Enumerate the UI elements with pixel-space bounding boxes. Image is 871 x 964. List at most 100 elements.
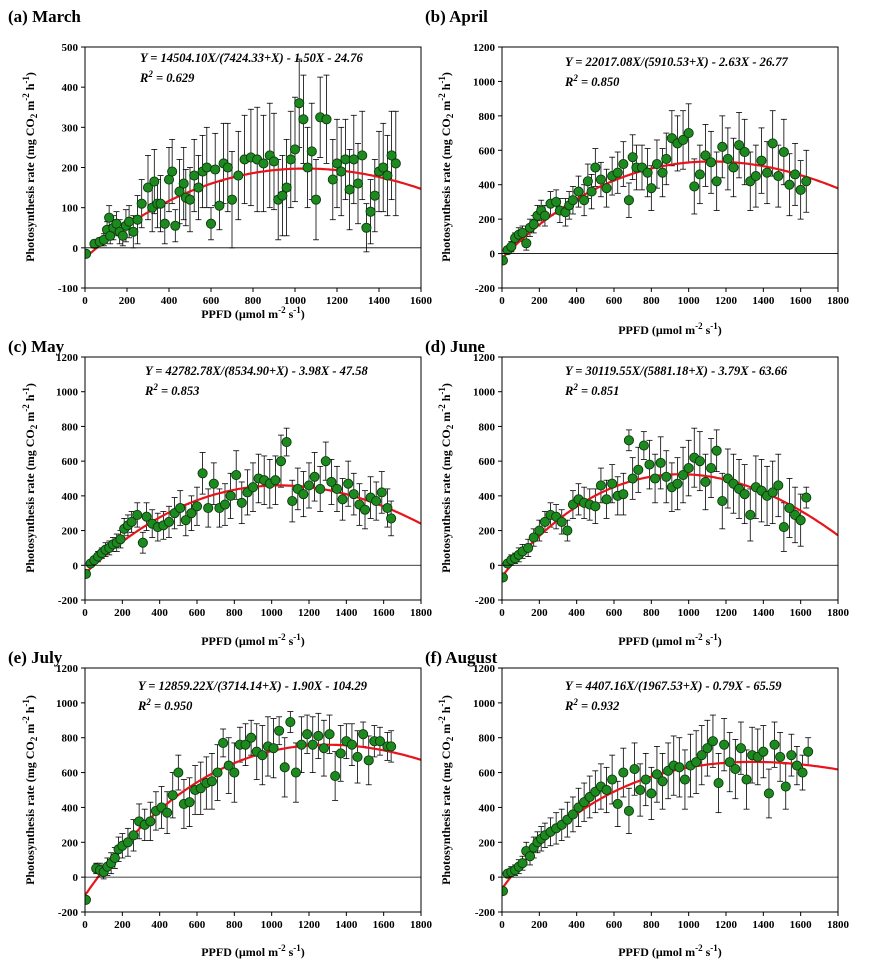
data-point xyxy=(801,176,812,187)
data-point xyxy=(683,463,694,474)
y-axis-label: Photosynthesis rate (mg CO2 m-2 h-1) xyxy=(437,695,455,885)
data-point xyxy=(376,487,387,498)
y-tick-label: 1000 xyxy=(473,698,496,710)
x-tick-label: 0 xyxy=(82,607,88,619)
data-point xyxy=(178,178,189,189)
panel-title: (a) March xyxy=(8,7,81,26)
data-point xyxy=(646,788,657,799)
data-point xyxy=(502,572,508,583)
data-point xyxy=(595,174,606,185)
data-point xyxy=(132,509,143,521)
panel-d: (d) June Y = 30119.55X/(5881.18+X) - 3.7… xyxy=(425,337,850,648)
y-tick-label: 600 xyxy=(62,456,79,468)
y-tick-label: 400 xyxy=(479,802,496,814)
data-point xyxy=(683,128,694,139)
data-point xyxy=(773,171,784,182)
data-point xyxy=(348,154,359,165)
axis-ticks: 0 200 400 600 800 1000 1200 1400 1600 1800-200020… xyxy=(473,42,850,307)
data-point xyxy=(149,176,160,187)
data-point xyxy=(521,238,532,249)
data-point xyxy=(784,502,795,514)
data-point xyxy=(762,167,773,178)
y-tick-label: 800 xyxy=(479,111,496,123)
x-tick-label: 1000 xyxy=(284,295,307,307)
data-point xyxy=(340,154,351,165)
data-point xyxy=(775,751,786,762)
x-tick-label: 1800 xyxy=(410,607,433,619)
data-point xyxy=(167,166,178,177)
data-point xyxy=(691,757,702,768)
data-point xyxy=(365,206,376,217)
data-point xyxy=(623,435,634,446)
y-tick-label: 800 xyxy=(479,733,496,745)
panel-title: (b) April xyxy=(425,7,488,26)
y-tick-label: 1200 xyxy=(473,42,496,54)
data-point xyxy=(551,196,562,207)
data-point xyxy=(126,516,137,527)
data-point xyxy=(767,487,778,498)
data-point xyxy=(203,502,214,514)
data-point xyxy=(285,154,296,165)
data-point xyxy=(285,716,296,728)
axis-ticks: 0 200 400 600 800 1000 1200 1400 1600-1000100200… xyxy=(58,42,433,307)
data-point xyxy=(331,158,343,169)
y-tick-label: 1000 xyxy=(473,387,496,399)
data-point xyxy=(763,788,774,799)
data-point xyxy=(162,807,173,818)
data-point xyxy=(142,182,154,193)
axis-ticks: 0 200 400 600 800 1000 1200 1400 1600 1800-200020… xyxy=(56,663,433,931)
data-point xyxy=(85,248,92,259)
data-point xyxy=(517,858,528,869)
data-point xyxy=(85,568,91,580)
y-tick-label: 800 xyxy=(62,733,79,745)
data-point xyxy=(226,194,238,205)
panel-b: (b) April Y = 22017.08X/(5910.53+X) - 2.… xyxy=(425,7,850,337)
data-point xyxy=(590,501,601,512)
x-tick-label: 600 xyxy=(606,295,623,307)
data-point xyxy=(767,138,778,149)
data-point xyxy=(346,739,357,750)
data-point xyxy=(651,159,662,170)
x-tick-label: 800 xyxy=(643,607,660,619)
axis-ticks: 0 200 400 600 800 1000 1200 1400 1600 1800-200020… xyxy=(473,663,850,931)
x-tick-label: 600 xyxy=(189,919,206,931)
data-point xyxy=(294,98,305,109)
data-point xyxy=(780,781,791,792)
fit-equation: Y = 12859.22X/(3714.14+X) - 1.90X - 104.… xyxy=(138,679,368,693)
y-tick-label: 200 xyxy=(479,837,496,849)
x-tick-label: 1600 xyxy=(373,919,396,931)
data-point xyxy=(390,158,401,169)
data-point xyxy=(791,760,802,771)
data-point xyxy=(109,852,120,864)
x-tick-label: 600 xyxy=(189,607,206,619)
data-point xyxy=(528,532,539,543)
data-point xyxy=(707,736,718,747)
data-point xyxy=(313,730,324,742)
data-point xyxy=(524,851,536,862)
data-point xyxy=(167,790,178,801)
data-point xyxy=(337,494,348,505)
data-point xyxy=(635,784,646,796)
x-tick-label: 800 xyxy=(643,919,660,931)
r-squared: R2 = 0.629 xyxy=(139,69,195,85)
data-point xyxy=(326,476,337,488)
data-point xyxy=(502,886,508,897)
x-tick-label: 200 xyxy=(531,295,548,307)
data-point xyxy=(236,497,247,508)
data-point xyxy=(302,162,313,173)
data-point xyxy=(159,218,170,229)
y-tick-label: 0 xyxy=(490,872,496,884)
data-points xyxy=(502,128,812,266)
data-point xyxy=(369,190,380,201)
y-tick-label: -200 xyxy=(58,595,79,607)
data-point xyxy=(386,741,397,752)
x-tick-label: 800 xyxy=(226,607,243,619)
x-tick-label: 1800 xyxy=(827,607,850,619)
y-tick-label: -200 xyxy=(475,595,496,607)
data-point xyxy=(191,501,203,512)
data-point xyxy=(287,496,298,507)
data-point xyxy=(128,226,139,237)
x-tick-label: 1600 xyxy=(790,607,813,619)
data-point xyxy=(197,468,208,479)
